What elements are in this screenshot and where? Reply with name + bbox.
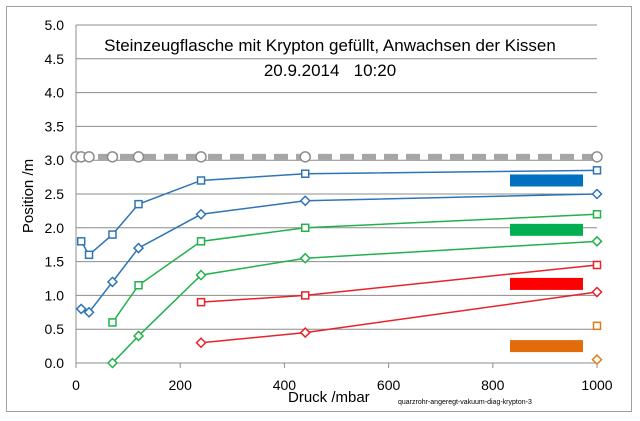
data-point xyxy=(195,208,207,220)
y-tick-label: 1.0 xyxy=(45,287,65,303)
y-tick-label: 3.5 xyxy=(45,118,65,134)
data-point xyxy=(592,166,602,175)
y-tick-label: 2.0 xyxy=(45,220,65,236)
chart-frame xyxy=(6,6,632,412)
data-point xyxy=(134,199,143,209)
series-4 xyxy=(106,235,603,369)
data-point xyxy=(132,151,145,163)
data-point xyxy=(83,151,95,163)
data-point xyxy=(83,306,95,318)
legend-swatch xyxy=(510,340,583,353)
data-point xyxy=(300,169,310,178)
y-tick-label: 2.5 xyxy=(45,186,65,202)
legend-swatch xyxy=(510,277,583,290)
data-point xyxy=(592,321,602,331)
source-note: quarzrohr-angeregt-vakuum-diag-krypton-3 xyxy=(398,399,532,406)
data-point xyxy=(106,276,119,288)
data-point xyxy=(299,327,311,339)
y-tick-label: 0.0 xyxy=(45,355,65,371)
legend-swatch xyxy=(510,223,583,236)
data-point xyxy=(299,195,311,207)
data-point xyxy=(592,260,602,270)
x-tick-label: 200 xyxy=(169,377,193,393)
series-0 xyxy=(70,151,603,163)
data-point xyxy=(132,330,145,342)
chart-title: Steinzeugflasche mit Krypton gefüllt, An… xyxy=(104,36,556,55)
axes: 0.0 0.5 1.0 1.5 2.0 2.5 3.0 3.5 4.0 4.5 5.0 0 200 400… xyxy=(45,17,613,393)
y-axis-label: Position /m xyxy=(20,159,37,233)
data-point xyxy=(108,230,117,239)
y-tick-label: 3.0 xyxy=(45,152,65,168)
data-point xyxy=(591,286,603,298)
data-point xyxy=(75,303,87,315)
chart-subtitle: 20.9.2014 10:20 xyxy=(264,61,396,80)
legend-swatch xyxy=(510,174,583,187)
y-tick-label: 1.5 xyxy=(45,254,65,270)
x-axis-label: Druck /mbar xyxy=(288,389,370,406)
data-point xyxy=(591,235,603,247)
data-point xyxy=(195,337,207,349)
data-point xyxy=(196,176,206,185)
x-tick-label: 0 xyxy=(72,377,80,393)
y-tick-label: 0.5 xyxy=(45,321,65,337)
series-line xyxy=(200,291,598,344)
data-point xyxy=(299,151,311,163)
series-layer xyxy=(70,151,603,369)
series-1 xyxy=(76,166,602,260)
series-7 xyxy=(592,321,602,331)
data-point xyxy=(299,252,311,264)
y-tick-label: 4.0 xyxy=(45,85,65,101)
y-tick-label: 4.5 xyxy=(45,51,65,67)
data-point xyxy=(591,354,603,366)
series-3 xyxy=(108,210,602,327)
y-tick-label: 5.0 xyxy=(45,17,65,33)
data-point xyxy=(108,318,117,327)
data-point xyxy=(196,237,206,246)
series-2 xyxy=(75,188,603,318)
data-point xyxy=(106,151,119,163)
x-tick-label: 800 xyxy=(481,377,505,393)
series-line xyxy=(80,193,598,314)
data-point xyxy=(84,250,94,260)
data-point xyxy=(106,357,119,369)
series-8 xyxy=(591,354,603,366)
data-point xyxy=(592,210,602,219)
data-point xyxy=(195,151,207,163)
x-tick-label: 600 xyxy=(377,377,401,393)
data-point xyxy=(76,237,86,246)
data-point xyxy=(591,188,603,200)
data-point xyxy=(195,269,207,281)
data-point xyxy=(196,297,206,307)
series-5 xyxy=(196,260,602,307)
legend xyxy=(510,174,583,353)
x-tick-label: 400 xyxy=(273,377,297,393)
x-tick-label: 1000 xyxy=(581,377,612,393)
data-point xyxy=(300,291,310,300)
data-point xyxy=(132,242,145,254)
series-6 xyxy=(195,286,603,349)
data-point xyxy=(591,151,603,163)
data-point xyxy=(134,281,143,290)
data-point xyxy=(300,223,310,233)
